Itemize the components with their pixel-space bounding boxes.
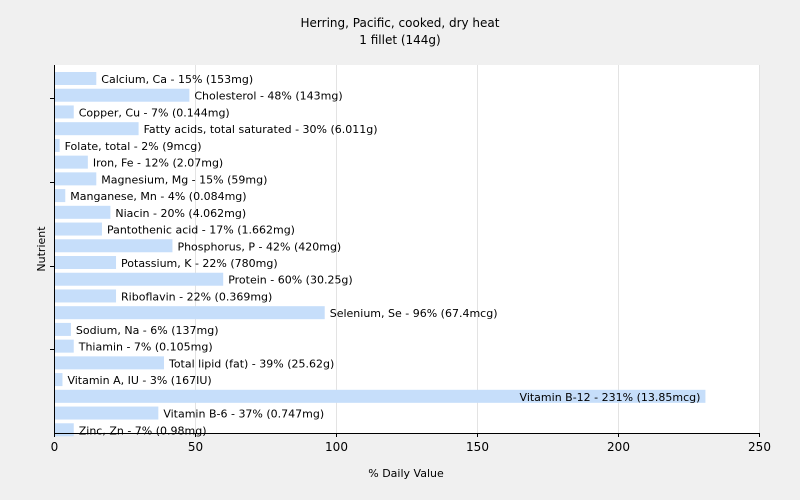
- bar: [55, 222, 102, 236]
- bar-label: Fatty acids, total saturated - 30% (6.01…: [144, 123, 378, 136]
- bar: [55, 339, 74, 353]
- bar: [55, 88, 190, 102]
- bar: [55, 205, 111, 219]
- bar-label: Zinc, Zn - 7% (0.98mg): [79, 424, 207, 437]
- chart-subtitle: 1 fillet (144g): [359, 33, 440, 47]
- x-tick-label: 100: [325, 440, 348, 454]
- bar-label: Total lipid (fat) - 39% (25.62g): [168, 357, 334, 370]
- bar: [55, 105, 74, 119]
- bar-label: Magnesium, Mg - 15% (59mg): [101, 173, 267, 186]
- bar-label: Iron, Fe - 12% (2.07mg): [93, 157, 223, 170]
- bar: [55, 322, 71, 336]
- bar: [55, 239, 173, 253]
- bar: [55, 306, 325, 320]
- bar-label: Vitamin B-12 - 231% (13.85mcg): [520, 391, 701, 404]
- x-axis-label: % Daily Value: [368, 467, 444, 480]
- bar-label: Pantothenic acid - 17% (1.662mg): [107, 224, 295, 237]
- bar: [55, 256, 117, 269]
- bar-label: Niacin - 20% (4.062mg): [115, 207, 246, 220]
- bar: [55, 138, 60, 152]
- bar: [55, 406, 159, 420]
- bar-label: Riboflavin - 22% (0.369mg): [121, 290, 272, 303]
- bar-label: Selenium, Se - 96% (67.4mcg): [330, 307, 498, 320]
- bar: [55, 356, 164, 370]
- bar-label: Sodium, Na - 6% (137mg): [76, 324, 219, 337]
- chart-title: Herring, Pacific, cooked, dry heat: [301, 16, 500, 30]
- bar-label: Vitamin A, IU - 3% (167IU): [67, 374, 211, 387]
- x-tick-label: 150: [466, 440, 489, 454]
- axes: 0 50 100 150 200 250: [50, 65, 771, 454]
- grid-lines: [195, 65, 760, 433]
- bar: [55, 272, 224, 286]
- bar-label: Protein - 60% (30.25g): [228, 274, 353, 287]
- x-tick-label: 50: [188, 440, 203, 454]
- bar-label: Cholesterol - 48% (143mg): [194, 90, 342, 103]
- bar: [55, 122, 139, 136]
- bar-label: Copper, Cu - 7% (0.144mg): [79, 106, 230, 119]
- bar: [55, 155, 88, 169]
- bar-label: Thiamin - 7% (0.105mg): [78, 341, 213, 354]
- bar: [55, 72, 97, 85]
- bar-labels: Calcium, Ca - 15% (153mg) Cholesterol - 4…: [65, 73, 701, 437]
- bars: [55, 72, 706, 437]
- y-axis-label: Nutrient: [35, 226, 48, 272]
- x-tick-label: 200: [607, 440, 630, 454]
- bar-label: Phosphorus, P - 42% (420mg): [177, 240, 341, 253]
- x-tick-label: 0: [51, 440, 59, 454]
- bar: [55, 423, 74, 437]
- x-tick-label: 250: [748, 440, 771, 454]
- bar: [55, 389, 706, 403]
- bar-label: Potassium, K - 22% (780mg): [121, 257, 278, 270]
- bar-label: Folate, total - 2% (9mcg): [65, 140, 202, 153]
- bar: [55, 189, 66, 203]
- bar-label: Vitamin B-6 - 37% (0.747mg): [163, 408, 324, 421]
- bar: [55, 289, 117, 303]
- bar: [55, 373, 63, 387]
- bar: [55, 172, 97, 186]
- bar-label: Calcium, Ca - 15% (153mg): [101, 73, 253, 86]
- bar-label: Manganese, Mn - 4% (0.084mg): [70, 190, 246, 203]
